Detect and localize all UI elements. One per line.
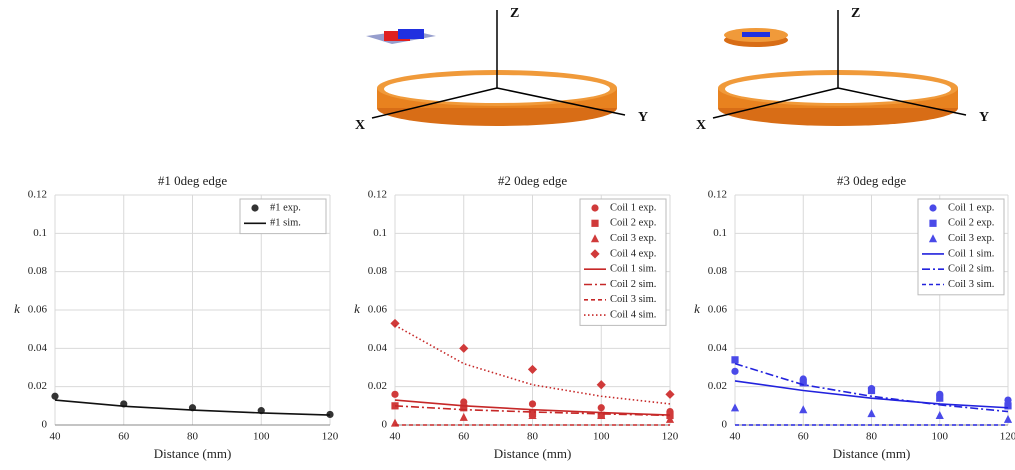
marker bbox=[528, 365, 537, 374]
legend-marker bbox=[929, 204, 936, 211]
y-tick-label: 0.06 bbox=[368, 304, 388, 316]
marker bbox=[598, 404, 605, 411]
chart-title: #2 0deg edge bbox=[498, 173, 568, 188]
marker bbox=[868, 387, 875, 394]
marker bbox=[731, 368, 738, 375]
y-axis-label: k bbox=[354, 301, 360, 316]
marker bbox=[936, 411, 944, 419]
axis-label: Y bbox=[638, 110, 648, 125]
x-tick-label: 40 bbox=[50, 431, 62, 443]
marker bbox=[597, 380, 606, 389]
x-axis-label: Distance (mm) bbox=[494, 446, 572, 461]
legend-label: Coil 3 exp. bbox=[948, 233, 994, 244]
axis-label: Z bbox=[510, 6, 519, 21]
y-tick-label: 0.04 bbox=[28, 342, 48, 354]
x-tick-label: 100 bbox=[593, 431, 610, 443]
x-tick-label: 40 bbox=[730, 431, 742, 443]
axis-label: Z bbox=[851, 6, 860, 21]
y-tick-label: 0.02 bbox=[708, 380, 727, 392]
y-tick-label: 0.04 bbox=[368, 342, 388, 354]
legend-label: Coil 1 exp. bbox=[948, 202, 994, 213]
legend-label: Coil 2 sim. bbox=[948, 264, 994, 275]
x-tick-label: 40 bbox=[390, 431, 402, 443]
legend-label: Coil 3 sim. bbox=[610, 294, 656, 305]
marker bbox=[665, 390, 674, 399]
legend-marker bbox=[591, 204, 598, 211]
legend-marker bbox=[591, 220, 598, 227]
y-tick-label: 0 bbox=[42, 419, 48, 431]
y-tick-label: 0.06 bbox=[28, 304, 48, 316]
coil-blue bbox=[398, 29, 424, 39]
legend-marker bbox=[929, 220, 936, 227]
x-tick-label: 80 bbox=[866, 431, 878, 443]
y-tick-label: 0.02 bbox=[28, 380, 47, 392]
y-tick-label: 0.08 bbox=[28, 265, 48, 277]
x-tick-label: 120 bbox=[1000, 431, 1015, 443]
legend-label: Coil 3 sim. bbox=[948, 279, 994, 290]
marker bbox=[799, 405, 807, 413]
y-tick-label: 0.12 bbox=[368, 189, 387, 201]
x-tick-label: 120 bbox=[662, 431, 679, 443]
y-tick-label: 0.08 bbox=[368, 265, 388, 277]
marker bbox=[936, 395, 943, 402]
marker bbox=[459, 344, 468, 353]
y-tick-label: 0.06 bbox=[708, 304, 728, 316]
figure: Z Y X Z Y X #1 0deg edge 0 0.02 0.04 0.06 0.0… bbox=[0, 0, 1015, 470]
axis-label: X bbox=[355, 118, 365, 133]
legend-label: Coil 3 exp. bbox=[610, 233, 656, 244]
legend-label: #1 exp. bbox=[270, 202, 301, 213]
y-tick-label: 0.1 bbox=[373, 227, 387, 239]
marker bbox=[731, 356, 738, 363]
x-tick-label: 80 bbox=[187, 431, 199, 443]
x-axis-label: Distance (mm) bbox=[833, 446, 911, 461]
marker bbox=[731, 403, 739, 411]
marker bbox=[460, 413, 468, 421]
coil-blue bbox=[742, 32, 770, 37]
legend-label: #1 sim. bbox=[270, 218, 301, 229]
marker bbox=[51, 393, 58, 400]
legend-label: Coil 2 exp. bbox=[948, 218, 994, 229]
y-tick-label: 0.12 bbox=[28, 189, 47, 201]
x-axis-label: Distance (mm) bbox=[154, 446, 232, 461]
legend-label: Coil 1 sim. bbox=[948, 248, 994, 259]
chart-title: #1 0deg edge bbox=[158, 173, 228, 188]
x-tick-label: 60 bbox=[458, 431, 470, 443]
marker bbox=[390, 319, 399, 328]
legend-label: Coil 1 sim. bbox=[610, 264, 656, 275]
x-tick-label: 120 bbox=[322, 431, 339, 443]
marker bbox=[1004, 415, 1012, 423]
x-tick-label: 80 bbox=[527, 431, 539, 443]
y-axis-label: k bbox=[14, 301, 20, 316]
y-tick-label: 0.12 bbox=[708, 189, 727, 201]
marker bbox=[391, 391, 398, 398]
legend-label: Coil 1 exp. bbox=[610, 202, 656, 213]
axis-label: X bbox=[696, 118, 706, 133]
marker bbox=[867, 409, 875, 417]
legend-label: Coil 4 sim. bbox=[610, 310, 656, 321]
y-tick-label: 0.1 bbox=[33, 227, 47, 239]
chart-title: #3 0deg edge bbox=[837, 173, 907, 188]
diagram-1: Z Y X bbox=[355, 6, 648, 133]
x-tick-label: 60 bbox=[118, 431, 130, 443]
x-tick-label: 100 bbox=[932, 431, 949, 443]
y-tick-label: 0 bbox=[382, 419, 388, 431]
y-axis-label: k bbox=[694, 301, 700, 316]
marker bbox=[529, 400, 536, 407]
y-tick-label: 0 bbox=[722, 419, 728, 431]
legend-label: Coil 2 sim. bbox=[610, 279, 656, 290]
x-tick-label: 100 bbox=[253, 431, 270, 443]
x-tick-label: 60 bbox=[798, 431, 810, 443]
y-tick-label: 0.02 bbox=[368, 380, 387, 392]
legend-label: Coil 4 exp. bbox=[610, 248, 656, 259]
y-tick-label: 0.08 bbox=[708, 265, 728, 277]
y-tick-label: 0.1 bbox=[713, 227, 727, 239]
axis-label: Y bbox=[979, 110, 989, 125]
legend-marker bbox=[251, 204, 258, 211]
legend-label: Coil 2 exp. bbox=[610, 218, 656, 229]
diagram-2: Z Y X bbox=[696, 6, 989, 133]
y-tick-label: 0.04 bbox=[708, 342, 728, 354]
